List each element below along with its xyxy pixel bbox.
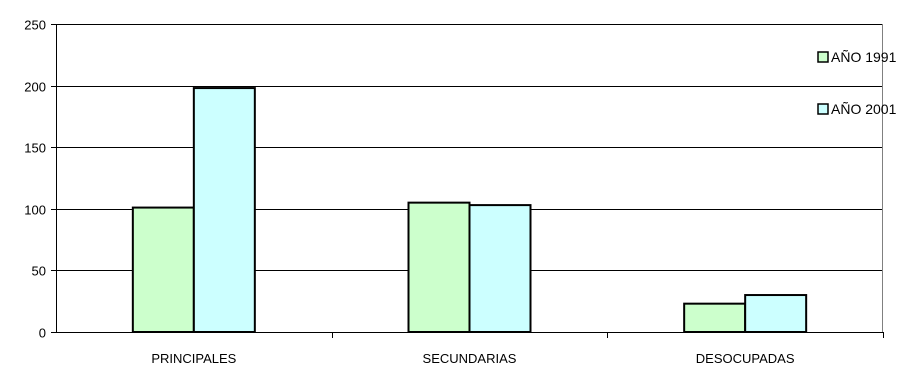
legend-swatch <box>817 103 829 115</box>
x-axis-labels: PRINCIPALES SECUNDARIAS DESOCUPADAS <box>151 351 795 366</box>
y-tick-label: 200 <box>24 80 46 95</box>
x-category-label: DESOCUPADAS <box>696 351 795 366</box>
legend-swatch <box>817 51 829 63</box>
legend-label: AÑO 1991 <box>831 49 897 65</box>
legend-label: AÑO 2001 <box>831 101 897 117</box>
bar-ano-1991-principales <box>131 206 195 333</box>
y-tick-label: 50 <box>32 264 46 279</box>
bar-ano-1991-secundarias <box>407 201 471 333</box>
y-tick-label: 0 <box>39 326 46 341</box>
y-tick-label: 250 <box>24 18 46 33</box>
x-category-label: SECUNDARIAS <box>423 351 517 366</box>
bar-ano-1991-desocupadas <box>683 302 747 334</box>
y-axis-ticks: 0 50 100 150 200 250 <box>24 18 56 341</box>
axes <box>56 24 884 338</box>
bars <box>131 87 808 334</box>
bar-ano-2001-desocupadas <box>744 294 808 334</box>
x-category-label: PRINCIPALES <box>151 351 236 366</box>
y-tick-label: 150 <box>24 141 46 156</box>
y-tick-label: 100 <box>24 203 46 218</box>
bar-ano-2001-principales <box>192 87 256 334</box>
legend[interactable]: AÑO 1991 AÑO 2001 <box>817 49 897 117</box>
bar-ano-2001-secundarias <box>468 204 532 333</box>
